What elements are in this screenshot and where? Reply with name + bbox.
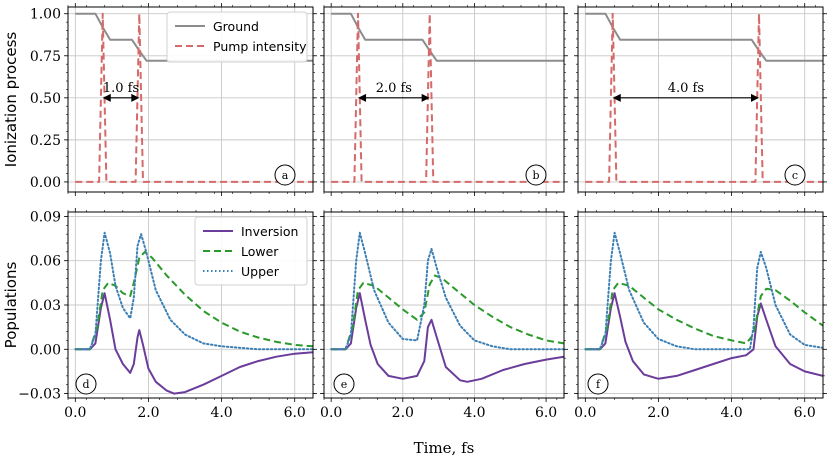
panel-label: b xyxy=(532,169,539,182)
axes-frame xyxy=(577,211,824,399)
panel-label-circle xyxy=(587,373,609,395)
x-tick-label: 0.0 xyxy=(320,405,342,421)
x-tick-label: 0.0 xyxy=(574,405,596,421)
panel-label: e xyxy=(341,378,348,391)
delay-arrow-head-right xyxy=(131,93,140,102)
panel-b: 2.0 fs b xyxy=(320,3,568,196)
panel-label: d xyxy=(82,378,89,391)
legend-box xyxy=(166,11,308,63)
series-ground-line xyxy=(585,12,823,62)
axes-frame xyxy=(323,211,565,399)
series-group xyxy=(331,12,564,183)
series-ground-line xyxy=(331,12,564,62)
x-tick-label: 6.0 xyxy=(535,405,557,421)
series-pump-intensity-line xyxy=(585,12,823,183)
x-tick-label: 4.0 xyxy=(720,405,742,421)
x-tick-label: 4.0 xyxy=(463,405,485,421)
legend-entry: Pump intensity xyxy=(213,39,307,54)
series-inversion-line xyxy=(585,292,823,380)
legend-entry: Ground xyxy=(213,19,259,34)
y-tick-label: 0.75 xyxy=(30,49,61,65)
delay-annotation: 4.0 fs xyxy=(668,81,704,96)
series-group xyxy=(585,12,823,183)
y-axis-title: Populations xyxy=(2,262,20,349)
panel-label-circle xyxy=(274,164,296,186)
panel-e: 0.0 2.0 4.0 6.0 e Time, fs xyxy=(320,208,568,457)
series-upper-line xyxy=(584,231,823,351)
panel-label: c xyxy=(792,169,798,182)
panel-label-circle xyxy=(525,164,547,186)
legend-entry: Lower xyxy=(241,244,279,259)
delay-arrow-head-left xyxy=(102,93,111,102)
x-axis-title: Time, fs xyxy=(414,439,475,457)
y-tick-label: 0.03 xyxy=(30,298,61,314)
series-pump-intensity-line xyxy=(75,12,313,183)
panel-f: 0.0 2.0 4.0 6.0 f xyxy=(574,208,827,421)
y-tick-label: 0.25 xyxy=(30,133,61,149)
x-tick-label: 2.0 xyxy=(137,405,159,421)
y-tick-label: 0.50 xyxy=(30,91,61,107)
panel-c: 4.0 fs c xyxy=(574,3,827,196)
legend-entry: Upper xyxy=(241,264,280,279)
x-tick-label: 2.0 xyxy=(647,405,669,421)
delay-arrow-head-left xyxy=(358,93,367,102)
delay-arrow-head-left xyxy=(612,93,621,102)
series-upper-line xyxy=(74,231,313,351)
y-axis-title: Ionization process xyxy=(2,32,20,168)
series-lower-line xyxy=(331,274,564,351)
series-group xyxy=(74,231,313,395)
panel-label: a xyxy=(282,169,289,182)
y-tick-label: 0.00 xyxy=(30,342,61,358)
y-tick-label: 0.09 xyxy=(30,209,61,225)
x-tick-label: 6.0 xyxy=(794,405,816,421)
series-inversion-line xyxy=(75,292,313,395)
series-pump-intensity-line xyxy=(331,12,564,183)
series-inversion-line xyxy=(331,292,564,383)
series-group xyxy=(75,12,313,183)
y-tick-label: −0.03 xyxy=(18,387,61,403)
y-tick-label: 0.00 xyxy=(30,175,61,191)
panel-label-circle xyxy=(333,373,355,395)
series-group xyxy=(584,231,823,380)
axes-frame xyxy=(323,6,565,193)
delay-annotation: 1.0 fs xyxy=(103,81,139,96)
series-upper-line xyxy=(330,231,564,351)
legend-box xyxy=(194,216,308,286)
panel-label-circle xyxy=(75,373,97,395)
series-lower-line xyxy=(75,250,313,351)
delay-arrow-head-right xyxy=(751,93,760,102)
panel-label-circle xyxy=(784,164,806,186)
x-tick-label: 0.0 xyxy=(64,405,86,421)
delay-annotation: 2.0 fs xyxy=(376,81,412,96)
axes-frame xyxy=(67,6,314,193)
series-ground-line xyxy=(75,12,313,62)
y-tick-label: 1.00 xyxy=(30,7,61,23)
panel-label: f xyxy=(596,378,601,391)
x-tick-label: 2.0 xyxy=(392,405,414,421)
series-group xyxy=(330,231,564,383)
axes-frame xyxy=(67,211,314,399)
axes-frame xyxy=(577,6,824,193)
x-tick-label: 4.0 xyxy=(210,405,232,421)
legend-entry: Inversion xyxy=(241,224,298,239)
panel-a: 0.00 0.25 0.50 0.75 1.00 1.0 fs a Ionization pr… xyxy=(2,3,317,196)
panel-d: 0.0 2.0 4.0 6.0 −0.03 0.00 0.03 0.06 0.09 d Popula… xyxy=(2,208,317,421)
y-tick-label: 0.06 xyxy=(30,254,61,270)
delay-arrow-head-right xyxy=(421,93,430,102)
x-tick-label: 6.0 xyxy=(284,405,306,421)
